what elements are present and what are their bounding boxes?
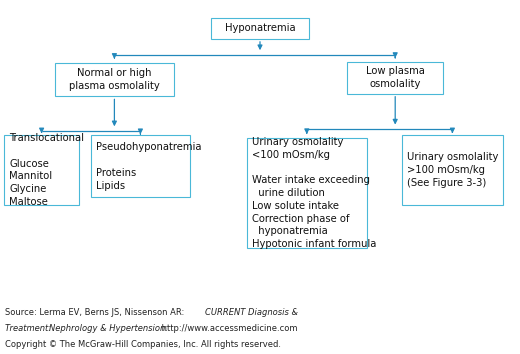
Text: Pseudohyponatremia

Proteins
Lipids: Pseudohyponatremia Proteins Lipids xyxy=(96,142,202,190)
FancyBboxPatch shape xyxy=(402,135,503,205)
Text: http://www.accessmedicine.com: http://www.accessmedicine.com xyxy=(159,324,297,333)
Text: Hyponatremia: Hyponatremia xyxy=(225,23,295,33)
FancyBboxPatch shape xyxy=(347,62,443,94)
Text: Low plasma
osmolality: Low plasma osmolality xyxy=(366,67,425,89)
FancyBboxPatch shape xyxy=(4,135,79,205)
FancyBboxPatch shape xyxy=(55,63,174,96)
Text: Urinary osmolality
>100 mOsm/kg
(See Figure 3-3): Urinary osmolality >100 mOsm/kg (See Fig… xyxy=(407,152,498,188)
Text: Copyright © The McGraw-Hill Companies, Inc. All rights reserved.: Copyright © The McGraw-Hill Companies, I… xyxy=(5,340,281,349)
Text: Translocational

Glucose
Mannitol
Glycine
Maltose: Translocational Glucose Mannitol Glycine… xyxy=(9,133,84,207)
FancyBboxPatch shape xyxy=(91,136,190,198)
Text: Source: Lerma EV, Berns JS, Nissenson AR:: Source: Lerma EV, Berns JS, Nissenson AR… xyxy=(5,308,190,317)
FancyBboxPatch shape xyxy=(247,138,367,248)
Text: Urinary osmolality
<100 mOsm/kg

Water intake exceeding
  urine dilution
Low sol: Urinary osmolality <100 mOsm/kg Water in… xyxy=(252,137,376,249)
Text: CURRENT Diagnosis &: CURRENT Diagnosis & xyxy=(205,308,298,317)
Text: Treatment:: Treatment: xyxy=(5,324,54,333)
Text: Normal or high
plasma osmolality: Normal or high plasma osmolality xyxy=(69,68,160,91)
FancyBboxPatch shape xyxy=(211,18,309,39)
Text: Nephrology & Hypertension:: Nephrology & Hypertension: xyxy=(49,324,168,333)
